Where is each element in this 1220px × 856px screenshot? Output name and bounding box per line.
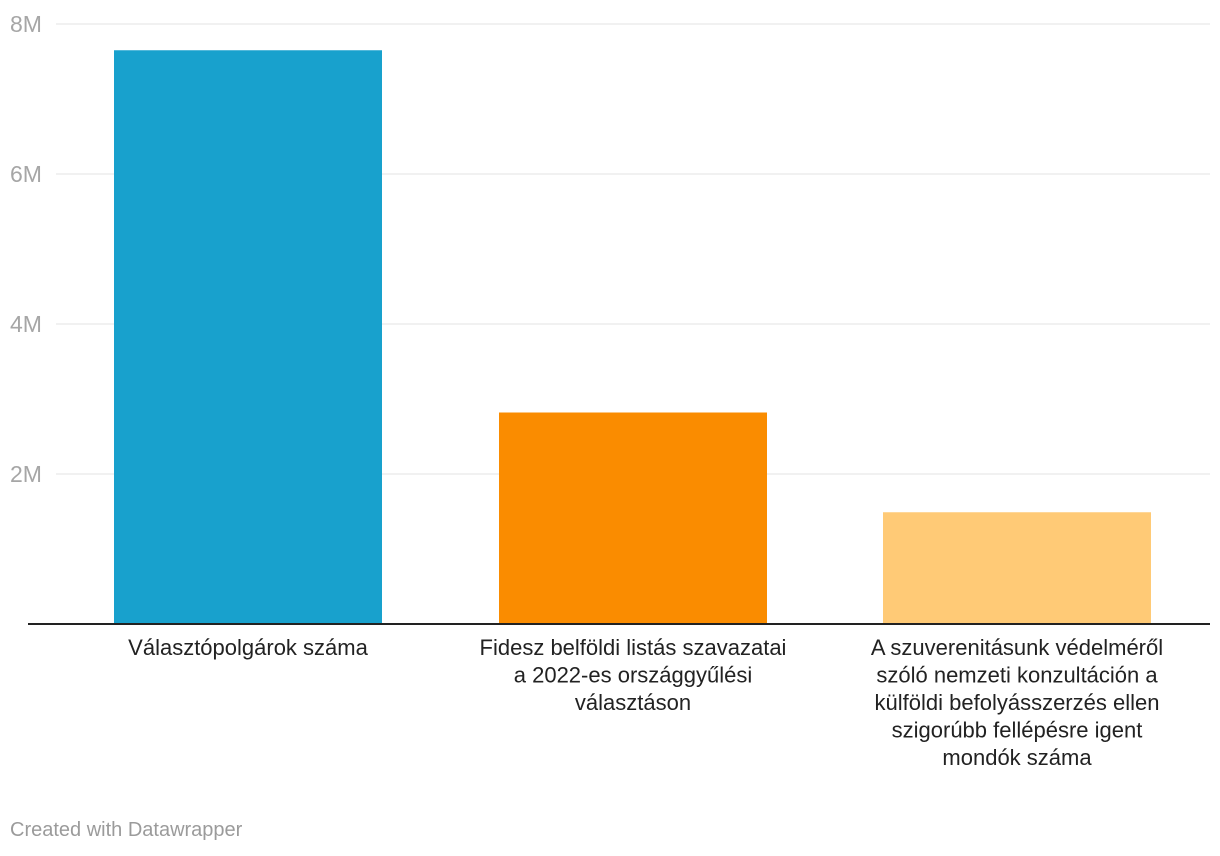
x-category-label-line: A szuverenitásunk védelméről [871, 635, 1163, 660]
y-tick-label: 4M [10, 311, 42, 337]
bar-chart: 2M 4M 6M 8M Választópolgárok száma Fidesz bel… [10, 11, 1210, 770]
x-category-label-line: szóló nemzeti konzultáción a [876, 663, 1158, 688]
x-category-label-line: külföldi befolyásszerzés ellen [875, 690, 1160, 715]
x-category-label-line: választáson [575, 690, 691, 715]
y-tick-label: 2M [10, 461, 42, 487]
y-tick-label: 6M [10, 161, 42, 187]
y-tick-label: 8M [10, 11, 42, 37]
x-category-label-line: a 2022-es országgyűlési [514, 663, 752, 688]
x-category-label: A szuverenitásunk védelméről szóló nemzet… [871, 635, 1163, 770]
bar [499, 412, 767, 624]
x-category-label: Választópolgárok száma [128, 635, 368, 660]
datawrapper-credit: Created with Datawrapper [10, 819, 243, 841]
x-category-label-line: Választópolgárok száma [128, 635, 368, 660]
x-category-label-line: mondók száma [942, 745, 1092, 770]
bar [114, 50, 382, 624]
bar [883, 512, 1151, 624]
x-category-label-line: szigorúbb fellépésre igent [892, 718, 1143, 743]
x-category-label-line: Fidesz belföldi listás szavazatai [480, 635, 787, 660]
x-category-label: Fidesz belföldi listás szavazatai a 2022-… [480, 635, 787, 715]
